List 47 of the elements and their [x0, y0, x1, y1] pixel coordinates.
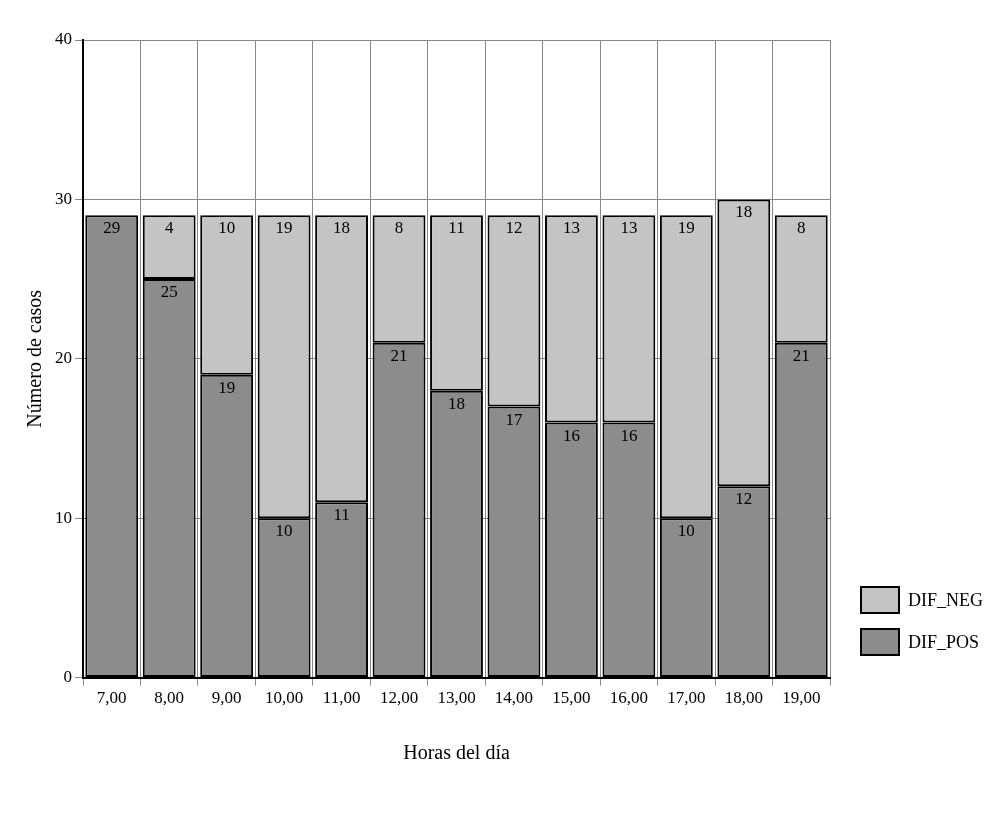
y-axis-title: Número de casos: [23, 289, 46, 428]
x-tick-label: 13,00: [437, 688, 476, 708]
data-label: 13: [562, 218, 580, 238]
data-label: 11: [333, 505, 350, 525]
data-label: 18: [448, 393, 465, 413]
x-tick-label: 10,00: [264, 688, 304, 708]
data-label: 13: [620, 218, 638, 238]
x-tick-label: 11,00: [322, 688, 361, 708]
data-label: 16: [562, 425, 580, 445]
data-label: 4: [164, 218, 174, 238]
data-label: 29: [103, 218, 121, 238]
x-tick-label: 7,00: [96, 688, 127, 708]
text: DIF_POS: [908, 631, 980, 653]
x-tick-label: 9,00: [211, 688, 242, 708]
x-tick-label: 17,00: [667, 688, 706, 708]
data-label: 10: [275, 521, 293, 541]
data-label: 8: [394, 218, 404, 238]
y-tick-label: 20: [55, 348, 72, 368]
data-label: 10: [218, 218, 236, 238]
x-tick-label: 14,00: [494, 688, 534, 708]
y-tick-label: 0: [63, 667, 72, 687]
data-label: 25: [160, 282, 178, 302]
data-label: 19: [218, 377, 236, 397]
x-tick-label: 18,00: [724, 688, 763, 708]
y-tick-label: 30: [55, 188, 72, 208]
data-label: 10: [677, 521, 695, 541]
x-tick-label: 16,00: [609, 688, 649, 708]
data-label: 21: [390, 345, 408, 365]
x-tick-label: 15,00: [552, 688, 591, 708]
data-label: 19: [677, 218, 695, 238]
data-label: 18: [735, 202, 753, 222]
x-tick-label: 8,00: [154, 688, 185, 708]
data-label: 18: [333, 218, 351, 238]
y-tick-label: 10: [55, 507, 72, 527]
data-label: 17: [505, 409, 523, 429]
data-label: 21: [792, 345, 810, 365]
x-axis-title: Horas del día: [403, 741, 510, 764]
y-tick-label: 40: [55, 29, 72, 49]
x-tick-label: 19,00: [782, 688, 821, 708]
data-label: 11: [448, 218, 465, 238]
legend-label: DIF_NEG: [908, 589, 983, 611]
data-label: 8: [797, 218, 806, 238]
data-label: 12: [505, 218, 523, 238]
data-label: 16: [620, 425, 638, 445]
x-tick-label: 12,00: [379, 688, 419, 708]
data-label: 12: [735, 489, 753, 509]
data-label: 19: [275, 218, 293, 238]
